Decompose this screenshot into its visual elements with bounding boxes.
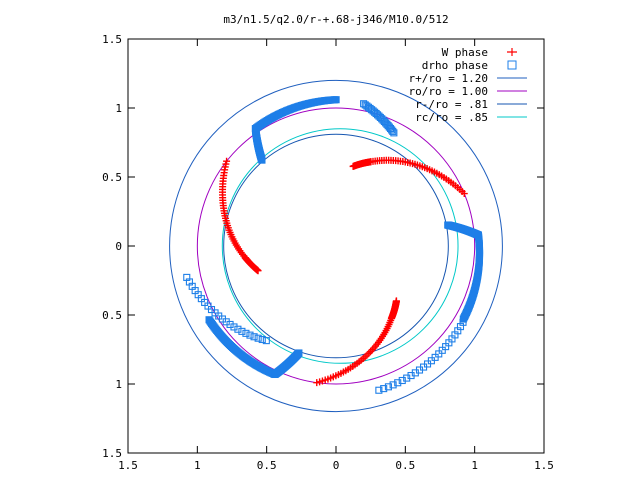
legend-label: r+/ro = 1.20 [409,72,488,85]
x-tick-label: 0 [333,459,340,472]
legend-label: rc/ro = .85 [415,111,488,124]
drho-phase-point [375,386,383,394]
drho-phase-point [258,335,266,344]
legend-label: drho phase [422,59,488,72]
x-tick-label: 0.5 [395,459,415,472]
x-tick-label: 1.5 [118,459,138,472]
y-tick-label: 0 [115,240,122,253]
x-tick-label: 1 [471,459,478,472]
legend-label: ro/ro = 1.00 [409,85,488,98]
legend-label: r-/ro = .81 [415,98,488,111]
drho-phase-point [238,327,246,335]
chart-title: m3/n1.5/q2.0/r-+.68-j346/M10.0/512 [223,13,448,26]
legend-marker [507,48,517,56]
drho-phase-point [230,323,238,331]
y-tick-label: 1 [115,102,122,115]
drho-phase-point [394,379,402,387]
circle-series [196,107,476,385]
y-tick-label: 1.5 [102,33,122,46]
drho-phase-point [246,331,254,339]
drho-phase-point [390,129,398,137]
drho-phase-point [242,329,250,337]
y-tick-label: 1.5 [102,447,122,460]
x-tick-label: 1.5 [534,459,554,472]
drho-phase-point [262,337,270,345]
drho-phase-point [398,376,406,385]
drho-phase-point [384,383,392,391]
drho-phase-point [250,333,258,341]
drho-phase-point [295,349,303,357]
w-phase-point [349,162,357,170]
data-points [183,96,484,394]
circle-series [169,79,503,413]
w-phase-point [254,267,262,275]
y-tick-label: 0.5 [102,309,122,322]
drho-phase-point [258,156,266,164]
reference-circles [169,79,503,413]
drho-phase-point [444,221,452,229]
drho-phase-point [234,325,242,333]
w-phase-point [392,297,400,305]
legend-marker [507,60,517,70]
drho-phase-point [380,385,388,393]
drho-phase-point [459,318,467,326]
drho-phase-point [389,381,397,389]
axis-ticks: 1.5 1 0.5 0 0.5 1 1.51.510.500.511.5 [102,33,554,472]
drho-phase-point [389,127,397,135]
circle-series [223,133,449,359]
circle-series [221,128,459,364]
y-tick-label: 1 [115,378,122,391]
legend-label: W phase [442,46,488,59]
y-tick-label: 0.5 [102,171,122,184]
drho-phase-point [254,334,262,342]
x-tick-label: 1 [194,459,201,472]
x-tick-label: 0.5 [257,459,277,472]
